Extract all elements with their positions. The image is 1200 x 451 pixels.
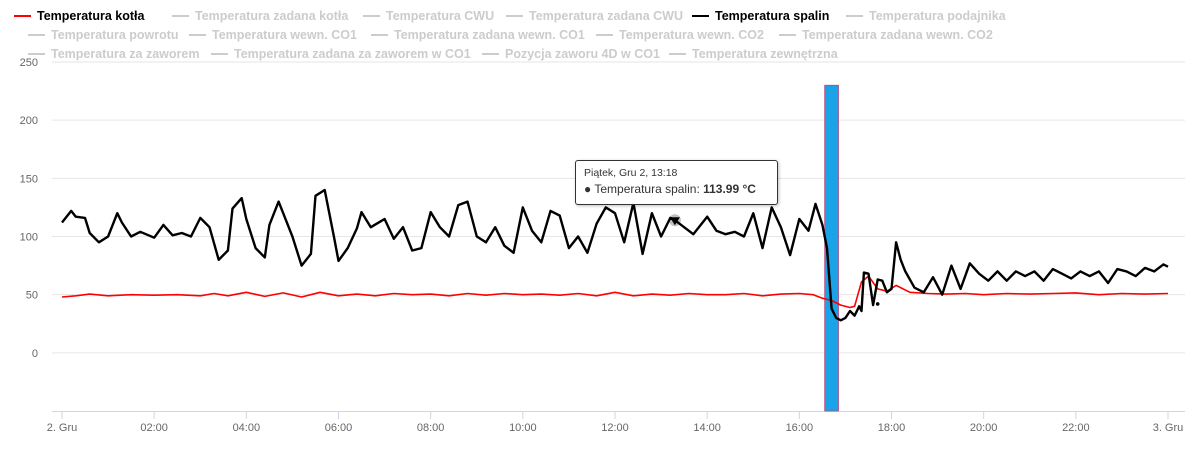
legend-line-icon: [779, 33, 796, 36]
x-tick-label: 20:00: [970, 422, 998, 434]
x-tick-label: 2. Gru: [47, 422, 78, 434]
legend-line-icon: [363, 14, 380, 17]
legend-line-icon: [211, 52, 228, 55]
data-point: [875, 302, 880, 306]
legend-item-temperatura-zewnetrzna[interactable]: Temperatura zewnętrzna: [669, 44, 838, 63]
chart-tooltip: Piątek, Gru 2, 13:18 ● Temperatura spali…: [575, 160, 778, 205]
legend-label: Temperatura wewn. CO2: [619, 27, 764, 42]
x-tick-label: 12:00: [601, 422, 629, 434]
legend-item-temperatura-spalin[interactable]: Temperatura spalin: [692, 6, 829, 25]
legend-label: Temperatura wewn. CO1: [212, 27, 357, 42]
x-tick-label: 14:00: [693, 422, 721, 434]
y-tick-label: 100: [20, 232, 38, 244]
legend-item-temperatura-zadana-wewn-co2[interactable]: Temperatura zadana wewn. CO2: [779, 25, 993, 44]
series-line-temperatura-spalin: [61, 188, 1169, 322]
legend-label: Temperatura zadana za zaworem w CO1: [234, 46, 471, 61]
y-tick-label: 250: [20, 57, 38, 69]
legend-row-2: Temperatura powrotu Temperatura wewn. CO…: [14, 25, 1194, 44]
legend-row-3: Temperatura za zaworem Temperatura zadan…: [14, 44, 1194, 63]
legend-item-temperatura-powrotu[interactable]: Temperatura powrotu: [28, 25, 179, 44]
legend-item-temperatura-zadana-cwu[interactable]: Temperatura zadana CWU: [506, 6, 683, 25]
legend-item-temperatura-zadana-kotla[interactable]: Temperatura zadana kotła: [172, 6, 348, 25]
legend-item-temperatura-zadana-za-zaworem-co1[interactable]: Temperatura zadana za zaworem w CO1: [211, 44, 471, 63]
x-tick-label: 04:00: [233, 422, 261, 434]
x-tick-label: 22:00: [1062, 422, 1090, 434]
x-tick-label: 16:00: [786, 422, 814, 434]
tooltip-date: Piątek, Gru 2, 13:18: [584, 167, 678, 179]
x-tick-label: 08:00: [417, 422, 445, 434]
legend-line-icon: [596, 33, 613, 36]
legend-label: Temperatura kotła: [37, 8, 145, 23]
legend-item-temperatura-za-zaworem[interactable]: Temperatura za zaworem: [28, 44, 199, 63]
highlight-band: [824, 84, 839, 412]
y-tick-label: 50: [26, 290, 38, 302]
legend-line-icon: [506, 14, 523, 17]
legend-line-icon: [14, 14, 31, 17]
legend-label: Temperatura zadana wewn. CO2: [802, 27, 993, 42]
legend-line-icon: [172, 14, 189, 17]
legend-item-temperatura-cwu[interactable]: Temperatura CWU: [363, 6, 494, 25]
legend-item-temperatura-kotla[interactable]: Temperatura kotła: [14, 6, 144, 25]
legend-label: Temperatura CWU: [386, 8, 495, 23]
legend-label: Temperatura zadana CWU: [529, 8, 683, 23]
legend-item-temperatura-podajnika[interactable]: Temperatura podajnika: [846, 6, 1006, 25]
legend-label: Pozycja zaworu 4D w CO1: [505, 46, 660, 61]
y-tick-label: 0: [32, 348, 38, 360]
legend-line-icon: [669, 52, 686, 55]
y-tick-label: 200: [20, 115, 38, 127]
legend-row-1: Temperatura kotła Temperatura zadana kot…: [14, 6, 1194, 25]
legend-line-icon: [28, 52, 45, 55]
x-tick-label: 3. Gru: [1153, 422, 1184, 434]
legend-label: Temperatura zadana kotła: [195, 8, 349, 23]
x-tick-label: 02:00: [140, 422, 168, 434]
series-line-temperatura-kotla: [61, 275, 1169, 309]
x-tick-label: 10:00: [509, 422, 537, 434]
legend-label: Temperatura spalin: [715, 8, 830, 23]
legend-label: Temperatura powrotu: [51, 27, 179, 42]
legend-item-temperatura-wewn-co2[interactable]: Temperatura wewn. CO2: [596, 25, 764, 44]
legend-item-temperatura-zadana-wewn-co1[interactable]: Temperatura zadana wewn. CO1: [371, 25, 585, 44]
legend-item-pozycja-zaworu-4d-co1[interactable]: Pozycja zaworu 4D w CO1: [482, 44, 660, 63]
chart-legend: Temperatura kotła Temperatura zadana kot…: [14, 6, 1194, 63]
legend-line-icon: [846, 14, 863, 17]
legend-label: Temperatura zadana wewn. CO1: [394, 27, 585, 42]
legend-line-icon: [28, 33, 45, 36]
hover-marker-icon: [669, 217, 680, 226]
legend-label: Temperatura podajnika: [869, 8, 1006, 23]
legend-line-icon: [189, 33, 206, 36]
y-tick-label: 150: [20, 173, 38, 185]
legend-label: Temperatura za zaworem: [51, 46, 200, 61]
x-tick-label: 06:00: [325, 422, 353, 434]
tooltip-value: 113.99 °C: [703, 182, 756, 196]
legend-line-icon: [371, 33, 388, 36]
x-tick-label: 18:00: [878, 422, 906, 434]
legend-line-icon: [482, 52, 499, 55]
tooltip-bullet-icon: ●: [584, 182, 592, 196]
legend-item-temperatura-wewn-co1[interactable]: Temperatura wewn. CO1: [189, 25, 357, 44]
tooltip-line: ● Temperatura spalin: 113.99 °C: [584, 182, 756, 196]
legend-label: Temperatura zewnętrzna: [692, 46, 838, 61]
tooltip-series-name: Temperatura spalin: [594, 182, 697, 196]
legend-line-icon: [692, 14, 709, 17]
